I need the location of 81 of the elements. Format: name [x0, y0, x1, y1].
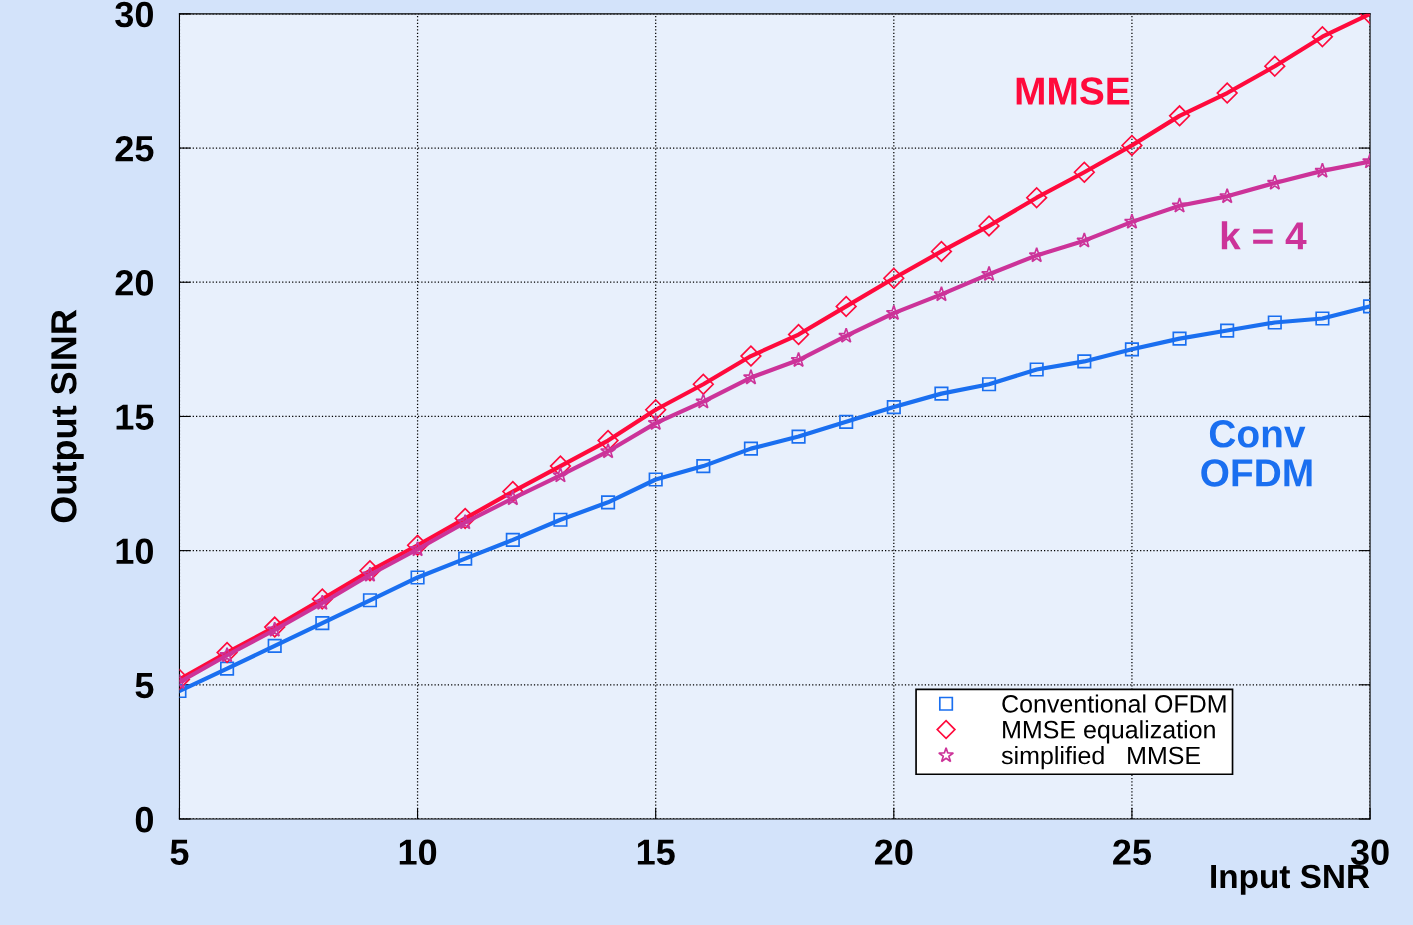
point [1168, 105, 1191, 127]
point [648, 472, 663, 487]
point [553, 512, 568, 527]
annotation: k = 4 [1221, 221, 1307, 250]
point [1266, 174, 1283, 190]
point [883, 267, 905, 289]
point [1264, 55, 1286, 77]
point [1171, 197, 1188, 213]
point [1315, 311, 1330, 326]
x-tick-label: 5 [170, 839, 189, 865]
point [454, 507, 476, 530]
point [219, 661, 235, 676]
legend-label: simplified MMSE [1001, 745, 1201, 770]
legend-label: MMSE equalization [1003, 720, 1215, 744]
point [1121, 134, 1143, 157]
point [835, 295, 857, 318]
point [264, 616, 286, 638]
y-tick-label: 0 [135, 806, 153, 833]
point [362, 593, 378, 608]
annotation: Conv OFDM [1201, 420, 1312, 487]
y-tick-label: 25 [115, 135, 154, 162]
legend-label: Conventional OFDM [1002, 694, 1226, 713]
point [1124, 342, 1140, 357]
x-tick-label: 15 [637, 839, 675, 865]
point [696, 458, 711, 474]
point [839, 414, 854, 429]
point [885, 304, 902, 321]
point [930, 240, 953, 263]
point [458, 551, 473, 566]
point [1172, 331, 1187, 346]
point [216, 641, 238, 664]
point [838, 327, 855, 343]
point [311, 588, 333, 610]
point [552, 467, 569, 483]
point [645, 399, 667, 421]
y-tick-label: 20 [115, 270, 153, 296]
annotation: MMSE [1016, 77, 1130, 105]
point [886, 399, 901, 415]
point [359, 560, 381, 582]
point [1026, 187, 1048, 209]
point [1123, 213, 1141, 229]
point [1314, 162, 1331, 178]
y-axis-title: Output SINR [51, 309, 84, 523]
point [980, 265, 998, 282]
point [647, 414, 664, 431]
point [599, 442, 617, 459]
y-tick-label: 15 [116, 404, 154, 430]
point [740, 345, 762, 367]
point [934, 386, 949, 401]
point [502, 480, 524, 503]
x-tick-label: 10 [399, 839, 437, 865]
point [1267, 315, 1282, 330]
y-tick-label: 30 [115, 1, 153, 28]
point [743, 441, 759, 456]
point [505, 532, 520, 547]
y-tick-label: 5 [135, 673, 154, 699]
point [695, 393, 712, 409]
point [1311, 26, 1334, 48]
point [1073, 161, 1095, 183]
point [791, 429, 806, 444]
point [315, 615, 330, 631]
point [267, 638, 282, 653]
point [1220, 323, 1235, 338]
point [1076, 232, 1093, 248]
point [600, 495, 616, 510]
point [978, 215, 1000, 237]
point [406, 534, 429, 556]
point [1216, 82, 1238, 104]
point [790, 351, 807, 368]
point [410, 570, 425, 585]
point [933, 285, 950, 302]
point [787, 323, 810, 346]
point [692, 373, 714, 395]
y-tick-label: 10 [116, 538, 153, 565]
x-tick-label: 30 [1350, 839, 1389, 866]
x-tick-label: 20 [874, 839, 913, 865]
point [1029, 362, 1044, 377]
x-axis-title: Input SNR [1211, 864, 1370, 895]
point [1077, 354, 1092, 369]
x-tick-label: 25 [1113, 839, 1152, 865]
point [981, 377, 997, 392]
